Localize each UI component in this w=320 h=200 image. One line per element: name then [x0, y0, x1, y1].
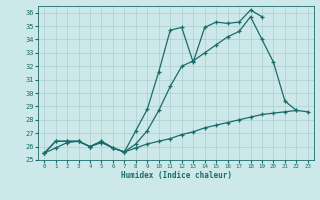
- X-axis label: Humidex (Indice chaleur): Humidex (Indice chaleur): [121, 171, 231, 180]
